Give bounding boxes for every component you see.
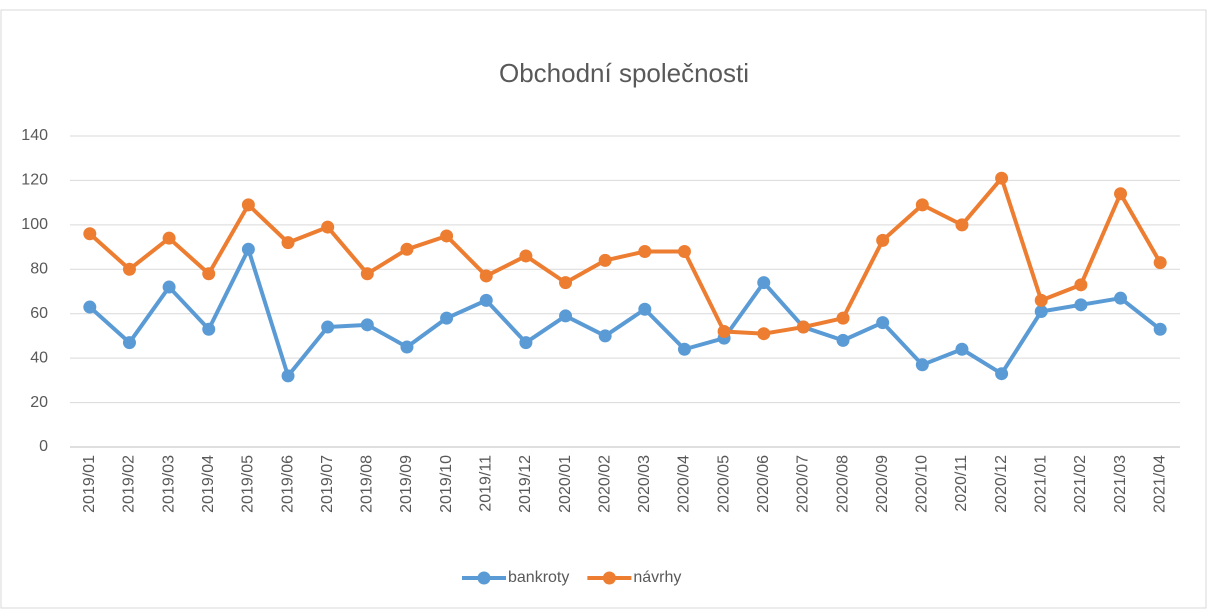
x-tick-label: 2019/11 (477, 455, 494, 512)
point (202, 267, 216, 281)
x-tick-label: 2020/11 (953, 455, 970, 512)
x-tick-label: 2020/03 (636, 455, 653, 513)
y-tick-label: 80 (30, 261, 48, 278)
point (955, 218, 969, 232)
point (519, 249, 533, 263)
y-tick-label: 60 (30, 305, 48, 322)
x-tick-label: 2020/12 (993, 455, 1010, 513)
y-tick-label: 20 (30, 394, 48, 411)
point (598, 329, 612, 343)
point (1074, 298, 1088, 312)
chart-title: Obchodní společnosti (499, 58, 749, 88)
x-tick-label: 2020/10 (914, 455, 931, 513)
x-tick-label: 2019/03 (160, 455, 177, 513)
x-tick-label: 2020/04 (676, 455, 693, 513)
point (162, 231, 176, 245)
legend-label: návrhy (633, 569, 681, 586)
point (281, 236, 295, 250)
point (122, 262, 136, 276)
x-tick-label: 2019/01 (81, 455, 98, 513)
series-line (88, 176, 1162, 336)
point (1153, 322, 1167, 336)
point (83, 227, 97, 241)
point (995, 367, 1009, 381)
point (122, 336, 136, 350)
legend-marker (477, 571, 491, 585)
x-tick-label: 2019/08 (359, 455, 376, 513)
x-tick-label: 2020/01 (557, 455, 574, 513)
y-tick-label: 40 (30, 349, 48, 366)
point (915, 198, 929, 212)
point (440, 311, 454, 325)
point (1034, 304, 1048, 318)
x-tick-label: 2020/08 (834, 455, 851, 513)
point (1153, 256, 1167, 270)
point (281, 369, 295, 383)
legend-label: bankroty (508, 569, 569, 586)
point (717, 324, 731, 338)
point (757, 276, 771, 290)
point (1074, 278, 1088, 292)
point (479, 293, 493, 307)
point (1114, 291, 1128, 305)
point (836, 311, 850, 325)
y-tick-label: 140 (21, 127, 48, 144)
x-tick-label: 2021/01 (1032, 455, 1049, 513)
series-line (88, 247, 1162, 378)
point (440, 229, 454, 243)
point (638, 302, 652, 316)
point (876, 316, 890, 330)
point (638, 245, 652, 259)
point (400, 242, 414, 256)
x-tick-label: 2020/06 (755, 455, 772, 513)
x-tick-label: 2021/03 (1112, 455, 1129, 513)
point (519, 336, 533, 350)
legend-marker (602, 571, 616, 585)
point (83, 300, 97, 314)
point (677, 342, 691, 356)
x-tick-label: 2020/07 (795, 455, 812, 513)
point (559, 309, 573, 323)
x-tick-label: 2019/12 (517, 455, 534, 513)
point (876, 233, 890, 247)
x-tick-label: 2019/02 (121, 455, 138, 513)
point (360, 318, 374, 332)
point (321, 320, 335, 334)
point (796, 320, 810, 334)
x-tick-label: 2019/04 (200, 455, 217, 513)
x-tick-label: 2019/06 (279, 455, 296, 513)
point (559, 276, 573, 290)
x-tick-label: 2021/02 (1072, 455, 1089, 513)
point (241, 198, 255, 212)
point (241, 242, 255, 256)
x-tick-label: 2019/05 (240, 455, 257, 513)
point (479, 269, 493, 283)
point (677, 245, 691, 259)
point (400, 340, 414, 354)
chart-border (0, 9, 1207, 609)
x-tick-label: 2019/07 (319, 455, 336, 513)
point (1114, 187, 1128, 201)
x-tick-label: 2020/05 (715, 455, 732, 513)
y-tick-label: 0 (39, 438, 48, 455)
y-tick-label: 100 (21, 216, 48, 233)
point (598, 253, 612, 267)
point (360, 267, 374, 281)
point (162, 280, 176, 294)
point (321, 220, 335, 234)
point (1034, 293, 1048, 307)
x-tick-label: 2019/09 (398, 455, 415, 513)
point (955, 342, 969, 356)
point (757, 327, 771, 341)
y-tick-label: 120 (21, 172, 48, 189)
point (202, 322, 216, 336)
x-tick-label: 2021/04 (1151, 455, 1168, 513)
x-tick-label: 2019/10 (438, 455, 455, 513)
point (915, 358, 929, 372)
x-tick-label: 2020/09 (874, 455, 891, 513)
point (995, 171, 1009, 185)
point (836, 333, 850, 347)
x-tick-label: 2020/02 (596, 455, 613, 513)
